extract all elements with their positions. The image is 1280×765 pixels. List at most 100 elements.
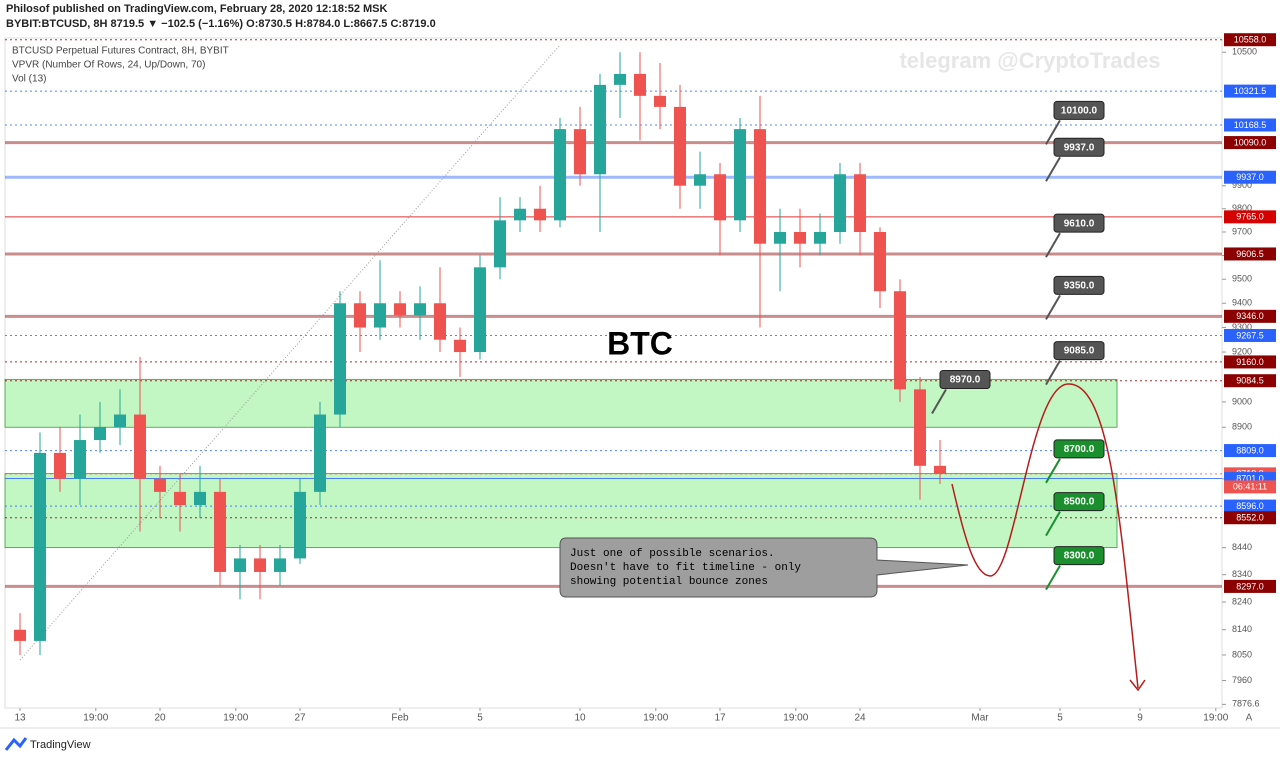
scenario-arrow — [1129, 679, 1146, 692]
candle-body — [494, 220, 506, 268]
legend-item: VPVR (Number Of Rows, 24, Up/Down, 70) — [12, 60, 205, 71]
callout-label: 8300.0 — [1064, 551, 1095, 562]
candle-body — [594, 84, 606, 175]
y-tick-label: 9300 — [1232, 322, 1252, 332]
x-tick-label: 27 — [294, 713, 306, 724]
candle-body — [834, 174, 846, 232]
candle-body — [134, 414, 146, 479]
y-tick-label: 9900 — [1232, 180, 1252, 190]
countdown: 06:41:11 — [1233, 482, 1267, 492]
price-box-label: 8701.0 — [1236, 473, 1264, 483]
candle-body — [854, 174, 866, 232]
callout-box — [939, 369, 991, 389]
x-tick-label: 19:00 — [223, 713, 248, 724]
chart-title: BTC — [607, 325, 673, 361]
candle-body — [474, 267, 486, 353]
callout-label: 9610.0 — [1064, 218, 1095, 229]
candle-body — [374, 303, 386, 328]
price-box-label: 9606.5 — [1236, 249, 1264, 259]
brand: TradingView — [30, 739, 91, 751]
price-axis: 1050099009800970096009500940093009200900… — [1222, 33, 1276, 709]
price-box — [1224, 210, 1276, 224]
candle-body — [234, 558, 246, 572]
callout-label: 8970.0 — [950, 375, 981, 386]
candle-body — [934, 465, 946, 474]
price-box-label: 10321.5 — [1234, 86, 1267, 96]
price-box-label: 9937.0 — [1236, 172, 1264, 182]
candle-body — [694, 174, 706, 186]
y-tick-label: 7876.6 — [1232, 699, 1260, 709]
y-tick-label: 7960 — [1232, 675, 1252, 685]
price-box — [1224, 118, 1276, 132]
candle-body — [714, 174, 726, 221]
candle-body — [454, 339, 466, 353]
y-tick-label: 8340 — [1232, 569, 1252, 579]
candle-body — [634, 73, 646, 96]
scale-toggle[interactable]: A — [1246, 713, 1253, 724]
legend-item: BTCUSD Perpetual Futures Contract, 8H, B… — [12, 46, 229, 57]
y-tick-label: 8050 — [1232, 649, 1252, 659]
candle-body — [274, 558, 286, 572]
candle-body — [894, 291, 906, 390]
candle-body — [794, 231, 806, 244]
candle-body — [154, 478, 166, 492]
watermark: telegram @CryptoTrades — [899, 48, 1160, 73]
price-box — [1224, 355, 1276, 369]
candle-body — [334, 303, 346, 415]
x-tick-label: 19:00 — [643, 713, 668, 724]
callout-pointer — [1045, 294, 1061, 320]
candle-body — [674, 106, 686, 186]
candle-body — [814, 231, 826, 244]
scenario-path — [951, 383, 1139, 689]
x-tick-label: 20 — [154, 713, 166, 724]
note-box — [559, 537, 969, 598]
price-box — [1224, 444, 1276, 458]
y-tick-label: 9000 — [1232, 396, 1252, 406]
x-tick-label: 19:00 — [83, 713, 108, 724]
callout-label: 9085.0 — [1064, 346, 1095, 357]
candle-body — [614, 73, 626, 85]
callout-label: 9937.0 — [1064, 142, 1095, 153]
symbol-line: BYBIT:BTCUSD, 8H 8719.5 ▼ −102.5 (−1.16%… — [6, 18, 436, 30]
callout-pointer — [1045, 232, 1061, 258]
callout-label: 8700.0 — [1064, 444, 1095, 455]
x-tick-label: 24 — [854, 713, 866, 724]
brand-logo — [4, 737, 28, 751]
x-tick-label: 19:00 — [783, 713, 808, 724]
price-box — [1224, 511, 1276, 525]
callout-box — [1053, 492, 1105, 512]
candle-body — [114, 414, 126, 428]
x-tick-label: 5 — [1057, 713, 1063, 724]
candle-body — [414, 303, 426, 316]
candle-body — [294, 491, 306, 559]
note-line: showing potential bounce zones — [570, 576, 768, 588]
candle-body — [14, 629, 26, 641]
callout-pointer — [1045, 360, 1061, 386]
callout-box — [1053, 100, 1105, 120]
countdown-box — [1224, 480, 1276, 494]
candle-body — [754, 129, 766, 244]
candle-body — [174, 491, 186, 506]
candle-body — [574, 129, 586, 175]
callout-pointer — [1045, 458, 1061, 484]
plot — [4, 39, 1222, 661]
price-box-label: 8552.0 — [1236, 513, 1264, 523]
callout-box — [1053, 341, 1105, 361]
legend-item: Vol (13) — [12, 74, 46, 85]
bounce-zone — [4, 378, 1118, 428]
price-box-label: 9267.5 — [1236, 330, 1264, 340]
publisher: Philosof published on TradingView.com, F… — [6, 3, 388, 15]
candle-body — [514, 208, 526, 221]
y-tick-label: 9700 — [1232, 226, 1252, 236]
x-tick-label: 17 — [714, 713, 726, 724]
price-box-label: 8297.0 — [1236, 581, 1264, 591]
price-box — [1224, 33, 1276, 47]
y-tick-label: 9800 — [1232, 203, 1252, 213]
y-tick-label: 8140 — [1232, 624, 1252, 634]
candle-body — [734, 129, 746, 221]
callout-box — [1053, 546, 1105, 566]
callout-box — [1053, 137, 1105, 157]
y-tick-label: 8900 — [1232, 422, 1252, 432]
x-tick-label: Feb — [391, 713, 409, 724]
